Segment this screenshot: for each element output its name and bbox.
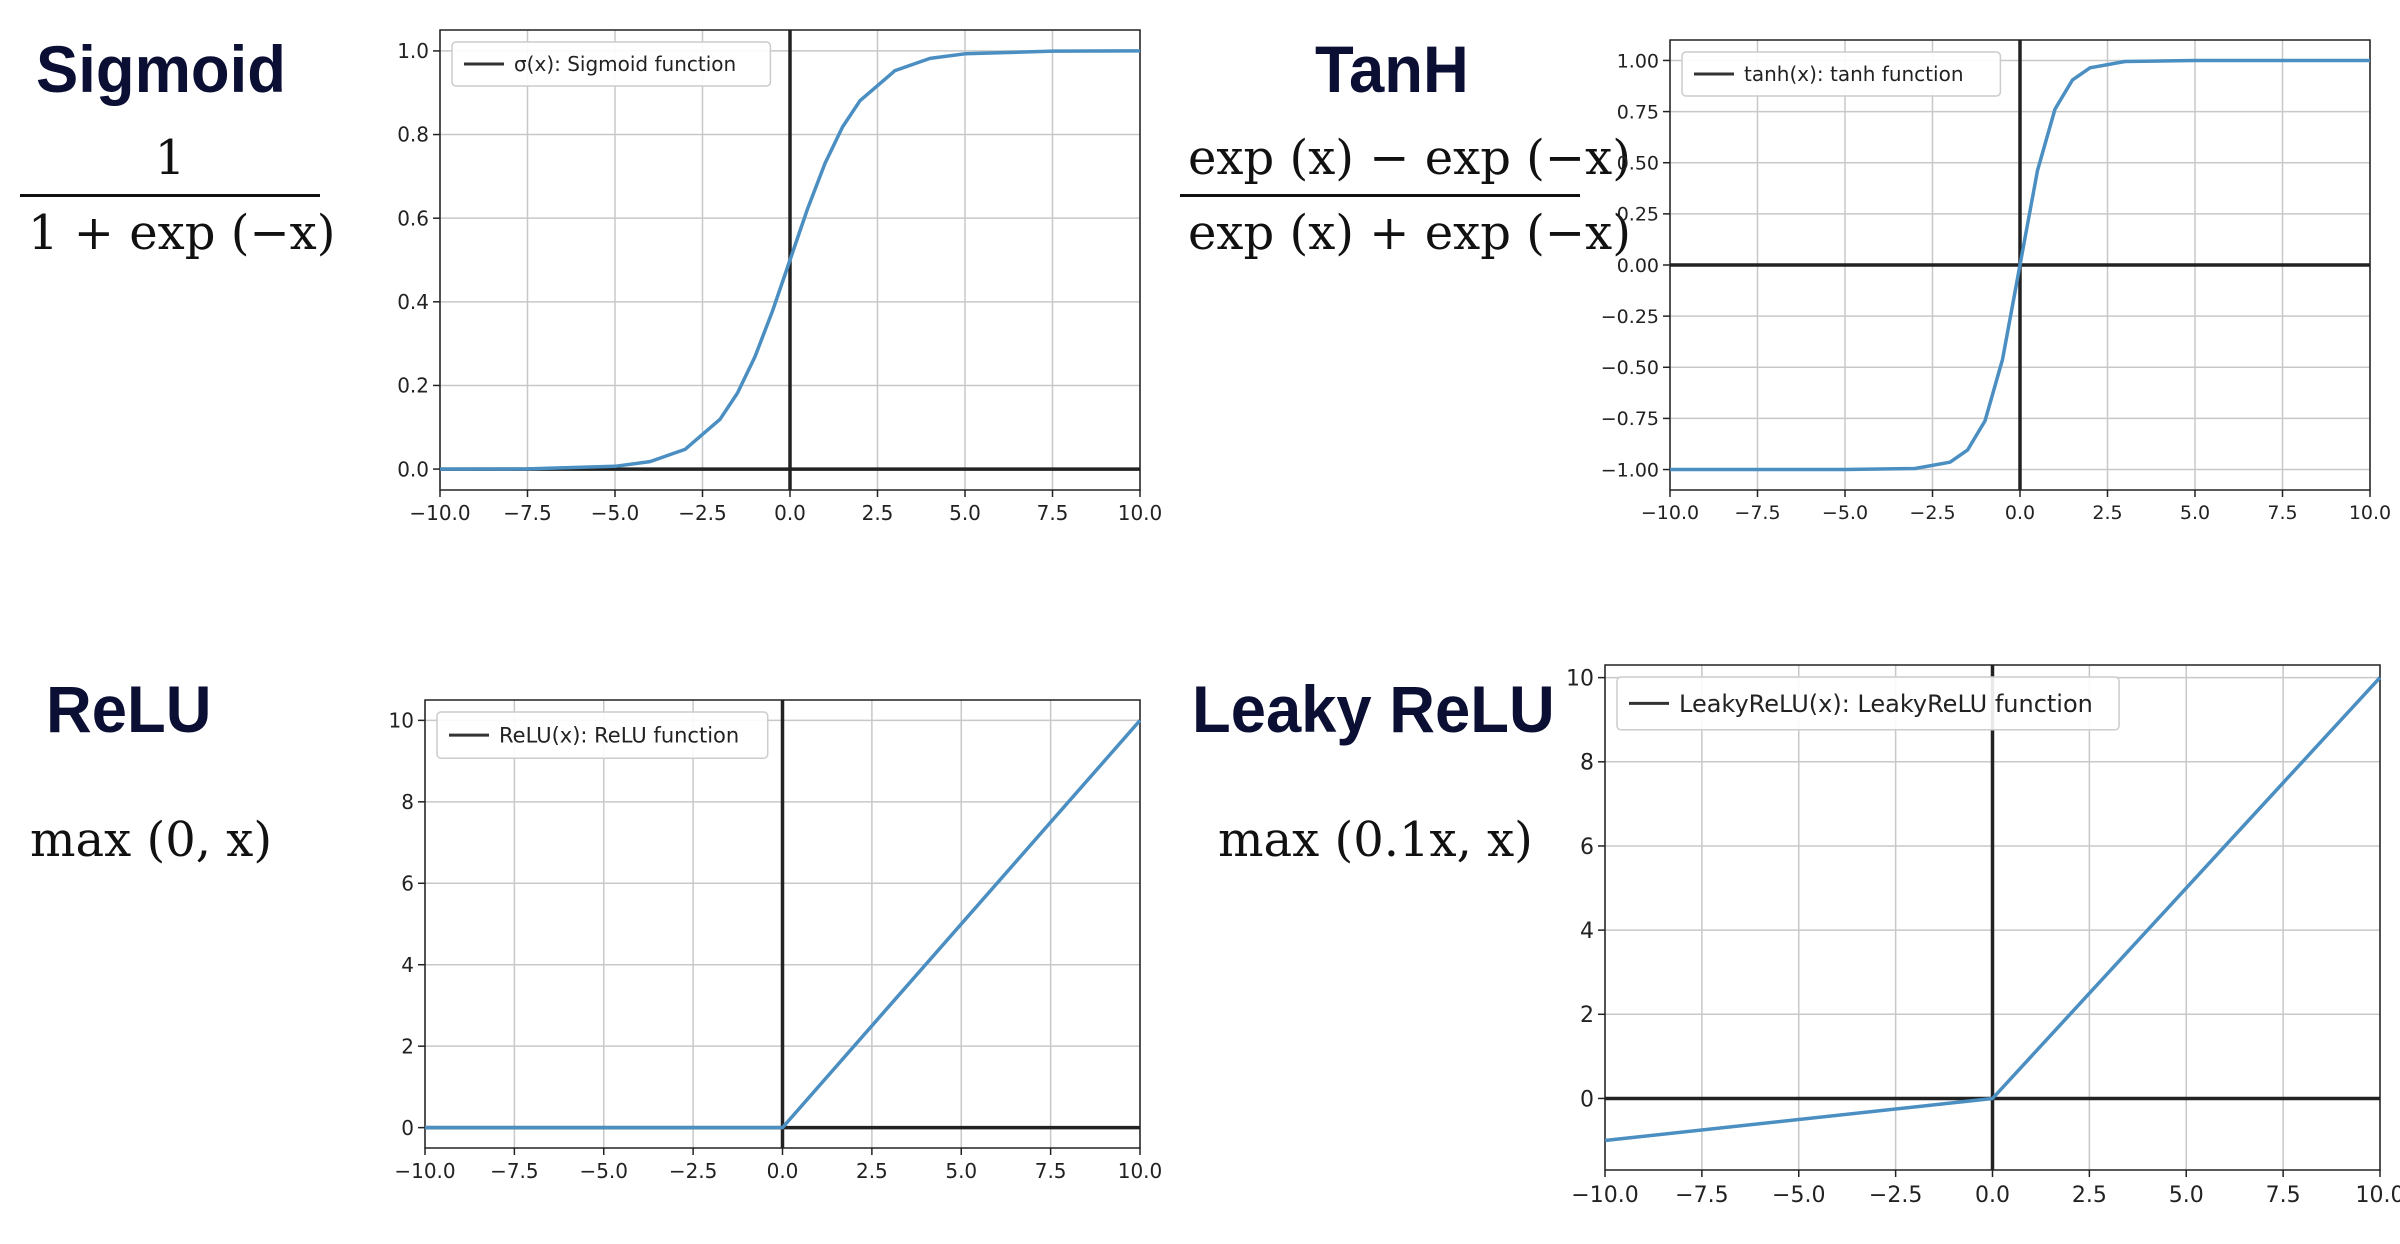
x-tick-label: −7.5 bbox=[503, 501, 552, 525]
legend-box bbox=[1681, 51, 2002, 97]
x-tick-label: 10.0 bbox=[1118, 1159, 1163, 1183]
x-tick-label: −10.0 bbox=[1571, 1183, 1638, 1208]
legend: LeakyReLU(x): LeakyReLU function bbox=[1616, 676, 2120, 731]
legend: σ(x): Sigmoid function bbox=[451, 41, 772, 87]
y-tick-label: 0.50 bbox=[1617, 153, 1659, 175]
series-line bbox=[1670, 58, 2370, 472]
y-tick-label: −0.75 bbox=[1601, 408, 1659, 430]
y-tick-label: 4 bbox=[401, 953, 414, 977]
sigmoid-plot: −10.0 −7.5 −5.0 −2.5 0.0 2.5 5.0 7.5 10.0 0.0 0.2 0… bbox=[397, 29, 1162, 525]
series-line bbox=[425, 719, 1142, 1130]
x-tick-label: 2.5 bbox=[856, 1159, 888, 1183]
legend-label: LeakyReLU(x): LeakyReLU function bbox=[1679, 690, 2093, 718]
x-tick-label: 2.5 bbox=[862, 501, 894, 525]
x-tick-label: 0.0 bbox=[2005, 502, 2035, 524]
tanh-formula-numerator: exp (x) − exp (−x) bbox=[1188, 130, 1631, 186]
y-tick-label: 0.25 bbox=[1617, 204, 1659, 226]
legend: tanh(x): tanh function bbox=[1681, 51, 2002, 97]
x-tick-label: 2.5 bbox=[2072, 1183, 2107, 1208]
x-tick-label: 0.0 bbox=[1975, 1183, 2010, 1208]
y-tick-label: 0.8 bbox=[397, 123, 429, 147]
x-tick-label: −5.0 bbox=[1772, 1183, 1825, 1208]
x-tick-label: −5.0 bbox=[579, 1159, 628, 1183]
legend-box bbox=[451, 41, 772, 87]
y-tick-label: 4 bbox=[1580, 919, 1594, 944]
y-tick-label: 0.2 bbox=[397, 374, 429, 398]
x-tick-label: −2.5 bbox=[669, 1159, 718, 1183]
x-tick-label: 0.0 bbox=[767, 1159, 799, 1183]
y-tick-label: 6 bbox=[401, 871, 414, 895]
y-tick-label: 1.00 bbox=[1617, 50, 1659, 72]
sigmoid-formula: 1 1 + exp (−x) bbox=[20, 130, 335, 261]
y-tick-label: −1.00 bbox=[1601, 459, 1659, 481]
y-tick-label: 0.0 bbox=[397, 457, 429, 481]
series-line bbox=[1604, 676, 2382, 1143]
x-tick-label: 5.0 bbox=[2169, 1183, 2204, 1208]
x-tick-label: 0.0 bbox=[774, 501, 806, 525]
x-tick-label: −2.5 bbox=[1869, 1183, 1922, 1208]
sigmoid-title: Sigmoid bbox=[36, 32, 286, 106]
y-tick-label: 10 bbox=[1566, 667, 1594, 692]
y-tick-label: 0.00 bbox=[1617, 255, 1659, 277]
leaky-relu-title: Leaky ReLU bbox=[1192, 672, 1555, 746]
x-tick-label: 7.5 bbox=[2267, 502, 2297, 524]
x-tick-label: −10.0 bbox=[409, 501, 470, 525]
y-tick-label: 2 bbox=[401, 1034, 414, 1058]
x-tick-label: −2.5 bbox=[1909, 502, 1955, 524]
relu-formula: max (0, x) bbox=[30, 812, 273, 868]
leaky-relu-plot: −10.0 −7.5 −5.0 −2.5 0.0 2.5 5.0 7.5 10.0 0 2 4 6 8 10… bbox=[1566, 664, 2400, 1208]
relu-title: ReLU bbox=[46, 672, 212, 746]
tanh-title: TanH bbox=[1315, 32, 1469, 106]
y-tick-label: 0 bbox=[401, 1116, 414, 1140]
y-tick-label: 0 bbox=[1580, 1087, 1594, 1112]
x-tick-label: 5.0 bbox=[2180, 502, 2210, 524]
series-line bbox=[439, 49, 1141, 471]
x-tick-label: −7.5 bbox=[490, 1159, 539, 1183]
x-tick-label: 10.0 bbox=[2356, 1183, 2400, 1208]
legend-label: ReLU(x): ReLU function bbox=[499, 724, 739, 748]
x-tick-label: −5.0 bbox=[591, 501, 640, 525]
sigmoid-formula-numerator: 1 bbox=[154, 130, 186, 186]
x-tick-label: 7.5 bbox=[2266, 1183, 2301, 1208]
tanh-plot: −10.0 −7.5 −5.0 −2.5 0.0 2.5 5.0 7.5 10.0 −1.00 −0… bbox=[1601, 39, 2391, 524]
x-tick-label: 5.0 bbox=[949, 501, 981, 525]
y-tick-label: −0.25 bbox=[1601, 306, 1659, 328]
legend-label: tanh(x): tanh function bbox=[1744, 62, 1964, 86]
relu-plot: −10.0 −7.5 −5.0 −2.5 0.0 2.5 5.0 7.5 10.0 0 2 4 6 8 10… bbox=[389, 699, 1162, 1183]
x-tick-label: 5.0 bbox=[945, 1159, 977, 1183]
tanh-formula-denominator: exp (x) + exp (−x) bbox=[1180, 194, 1631, 261]
x-tick-label: 7.5 bbox=[1035, 1159, 1067, 1183]
legend-box bbox=[436, 711, 769, 759]
y-tick-label: 10 bbox=[389, 709, 414, 733]
y-tick-label: 0.75 bbox=[1617, 101, 1659, 123]
y-tick-label: 6 bbox=[1580, 835, 1594, 860]
y-tick-label: 1.0 bbox=[397, 39, 429, 63]
x-tick-label: −2.5 bbox=[678, 501, 727, 525]
x-tick-label: −7.5 bbox=[1734, 502, 1780, 524]
x-tick-label: −10.0 bbox=[1641, 502, 1699, 524]
x-tick-label: −5.0 bbox=[1822, 502, 1868, 524]
y-tick-label: 0.6 bbox=[397, 206, 429, 230]
legend: ReLU(x): ReLU function bbox=[436, 711, 769, 759]
x-tick-label: 10.0 bbox=[1118, 501, 1163, 525]
x-tick-label: 7.5 bbox=[1037, 501, 1069, 525]
y-tick-label: 0.4 bbox=[397, 290, 429, 314]
y-tick-label: −0.50 bbox=[1601, 357, 1659, 379]
sigmoid-formula-denominator: 1 + exp (−x) bbox=[20, 194, 335, 261]
leaky-relu-formula: max (0.1x, x) bbox=[1218, 812, 1533, 868]
x-tick-label: 10.0 bbox=[2349, 502, 2391, 524]
y-tick-label: 8 bbox=[401, 790, 414, 814]
legend-box bbox=[1616, 676, 2120, 731]
y-tick-label: 2 bbox=[1580, 1003, 1594, 1028]
x-tick-label: −10.0 bbox=[394, 1159, 455, 1183]
x-tick-label: 2.5 bbox=[2092, 502, 2122, 524]
x-tick-label: −7.5 bbox=[1675, 1183, 1728, 1208]
tanh-formula: exp (x) − exp (−x) exp (x) + exp (−x) bbox=[1180, 130, 1631, 261]
legend-label: σ(x): Sigmoid function bbox=[514, 52, 736, 76]
y-tick-label: 8 bbox=[1580, 751, 1594, 776]
